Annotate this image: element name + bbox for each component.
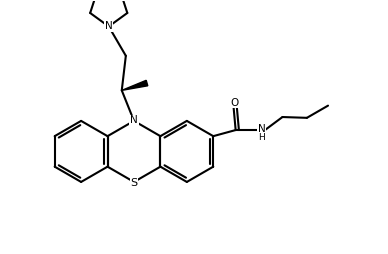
Text: H: H xyxy=(258,133,265,142)
Text: N: N xyxy=(258,124,265,134)
Polygon shape xyxy=(122,80,148,90)
Text: O: O xyxy=(230,98,238,108)
Text: N: N xyxy=(105,22,113,31)
Text: N: N xyxy=(130,116,138,125)
Text: S: S xyxy=(130,178,137,188)
